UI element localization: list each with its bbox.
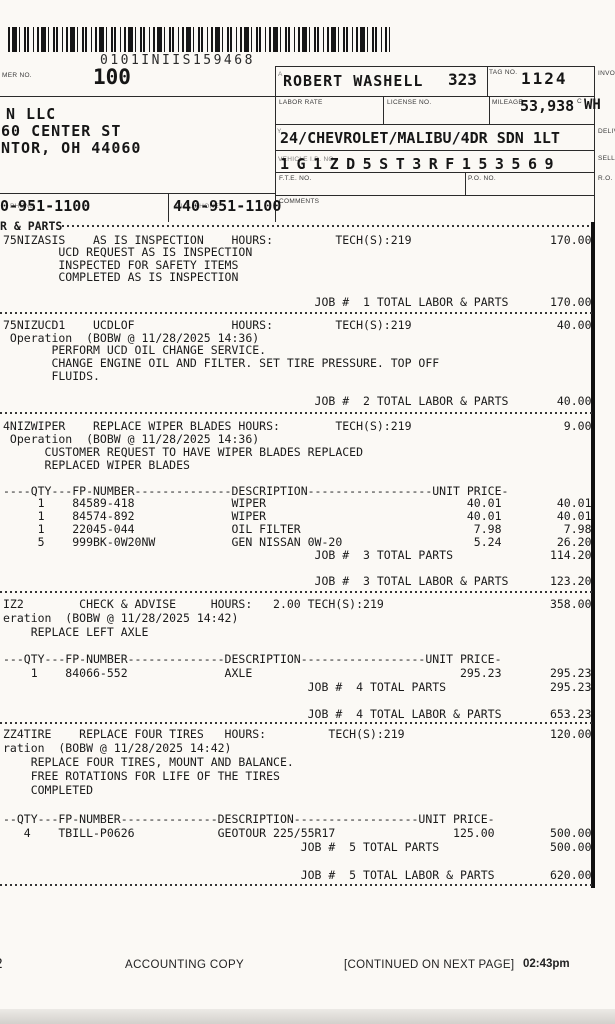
delivery-label: DELIV	[598, 128, 615, 135]
form-line	[383, 96, 384, 124]
continued-note: [CONTINUED ON NEXT PAGE]	[344, 959, 515, 971]
dashed-separator	[0, 722, 592, 724]
advisor-label: A	[278, 71, 283, 78]
comments-label: COMMENTS	[279, 198, 320, 205]
mileage-label: MILEAGE	[492, 99, 523, 106]
dashed-separator	[0, 591, 592, 593]
form-line	[0, 96, 594, 97]
form-line	[275, 124, 594, 125]
selling-label: SELLI	[598, 155, 615, 162]
labor-rate-label: LABOR RATE	[279, 99, 323, 106]
bus-phone-value: 440-951-1100	[173, 197, 282, 215]
job-section-2: 75NIZUCD1 UCDLOF HOURS: TECH(S):219 40.0…	[3, 319, 592, 408]
phone-label: PHONE	[10, 203, 35, 210]
page-number: 2	[0, 957, 3, 972]
color-value: WH	[584, 97, 601, 113]
labor-parts-separator-label: R & PARTS	[0, 219, 63, 233]
tag-no-label: TAG NO.	[489, 69, 518, 76]
vin-label: VEHICLE I.D. NO.	[278, 156, 336, 163]
dashed-line	[62, 225, 592, 227]
dashed-separator	[0, 312, 592, 314]
year-make-label: Y	[277, 128, 282, 135]
barcode-text: 0101INIIS159468	[100, 53, 255, 68]
phone-value: 0-951-1100	[0, 197, 91, 215]
form-line	[275, 195, 594, 196]
job-section-3: 4NIZWIPER REPLACE WIPER BLADES HOURS: TE…	[3, 420, 592, 588]
mileage-value: 53,938	[520, 97, 575, 115]
address-line-3: NTOR, OH 44060	[1, 139, 142, 157]
dashed-separator	[0, 884, 592, 886]
address-line-1: N LLC	[6, 105, 57, 123]
copy-name: ACCOUNTING COPY	[125, 959, 245, 971]
job-section-4: IZ2 CHECK & ADVISE HOURS: 2.00 TECH(S):2…	[3, 598, 592, 722]
form-line	[275, 172, 594, 173]
po-no-label: P.O. NO.	[468, 175, 496, 182]
vin-value: 1G1ZD5ST3RF153569	[280, 155, 562, 173]
job-section-5: ZZ4TIRE REPLACE FOUR TIRES HOURS: TECH(S…	[3, 727, 592, 882]
advisor-name-value: ROBERT WASHELL	[283, 72, 424, 90]
form-line	[0, 193, 275, 194]
print-time: 02:43pm	[523, 958, 570, 970]
invoice-label: INVO	[598, 70, 615, 77]
form-line	[487, 66, 488, 96]
barcode	[8, 27, 390, 52]
bus-phone-label: BUS. PHONE	[176, 203, 220, 210]
form-line	[275, 150, 594, 151]
color-label: C	[577, 98, 582, 105]
form-line	[275, 66, 594, 67]
form-line	[489, 96, 490, 124]
form-line	[275, 66, 276, 222]
advisor-no-value: 323	[448, 70, 477, 89]
bottom-scan-edge	[0, 1009, 615, 1024]
address-line-2: 60 CENTER ST	[1, 122, 122, 140]
ro-label: R.O.	[598, 175, 613, 182]
customer-no-label: MER NO.	[2, 72, 32, 79]
form-line	[168, 193, 169, 222]
form-line	[465, 172, 466, 195]
fte-no-label: F.T.E. NO.	[279, 175, 312, 182]
dashed-separator	[0, 412, 592, 414]
customer-no-value: 100	[93, 65, 131, 89]
vehicle-value: 24/CHEVROLET/MALIBU/4DR SDN 1LT	[280, 129, 560, 147]
right-border	[591, 222, 595, 888]
license-no-label: LICENSE NO.	[387, 99, 432, 106]
form-line	[594, 66, 595, 222]
job-section-1: 75NIZASIS AS IS INSPECTION HOURS: TECH(S…	[3, 234, 592, 309]
tag-no-value: 1124	[521, 69, 568, 88]
labor-parts-separator: R & PARTS	[0, 219, 592, 233]
